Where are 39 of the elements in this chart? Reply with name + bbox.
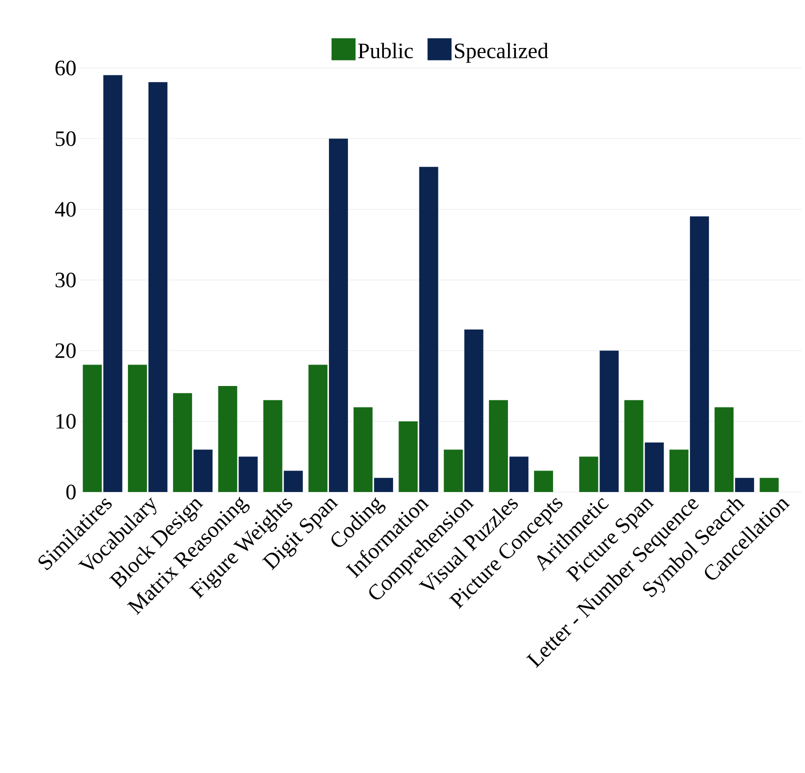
bar: [374, 478, 394, 492]
bar: [534, 470, 554, 492]
bar: [284, 470, 303, 492]
y-tick-label: 50: [56, 131, 76, 146]
bar: [308, 364, 328, 492]
legend-label: Specalized: [455, 42, 548, 63]
legend-label: Public: [358, 42, 413, 58]
bar: [398, 421, 418, 492]
bar: [644, 442, 664, 492]
y-tick-label: 30: [56, 272, 76, 288]
bar: [488, 400, 508, 492]
bar: [624, 400, 644, 492]
bar: [419, 166, 438, 492]
bar: [735, 478, 754, 492]
bar: [600, 350, 619, 492]
bar: [579, 456, 598, 492]
bar: [354, 407, 373, 492]
y-tick-label: 60: [56, 60, 76, 76]
bar: [218, 386, 238, 492]
bar: [714, 407, 734, 492]
bar: [173, 393, 192, 492]
bar: [148, 82, 168, 492]
bar: [464, 329, 484, 492]
bar: [194, 450, 213, 492]
bar: [690, 216, 709, 492]
bar: [238, 456, 258, 492]
y-tick-label: 40: [54, 202, 76, 217]
y-tick-label: 10: [56, 414, 76, 429]
bar: [82, 364, 102, 492]
bar: [328, 138, 348, 492]
bar: [263, 400, 282, 492]
bar: [103, 75, 122, 492]
bar: [669, 450, 688, 492]
bar: [760, 478, 779, 492]
bar: [444, 450, 463, 492]
bar: [509, 456, 528, 492]
y-tick-label: 0: [66, 484, 76, 500]
y-tick-label: 20: [56, 343, 76, 358]
bar: [128, 364, 147, 492]
